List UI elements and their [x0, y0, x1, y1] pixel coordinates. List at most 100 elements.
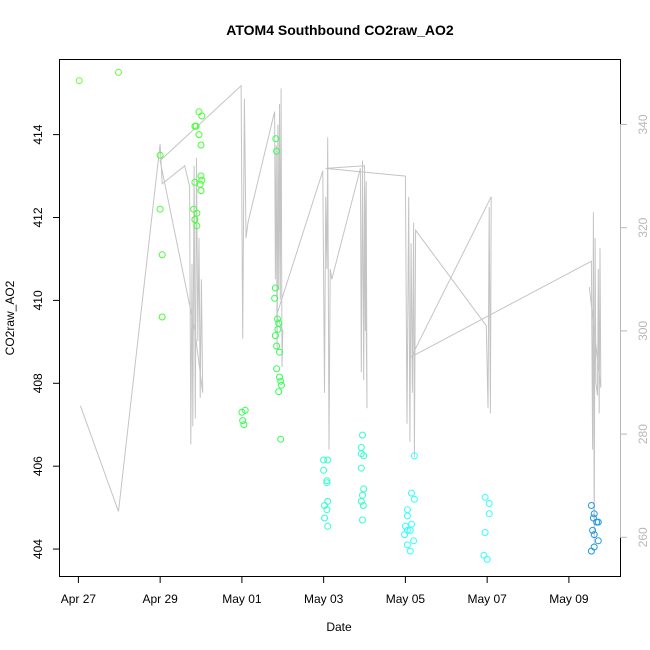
data-point — [274, 315, 281, 323]
data-point — [401, 531, 409, 539]
x-tick-label: Apr 29 — [142, 592, 178, 606]
data-point — [483, 555, 491, 563]
data-point — [481, 493, 489, 501]
scatter-points — [75, 68, 602, 563]
data-point — [406, 547, 414, 555]
data-point — [158, 313, 166, 321]
data-point — [115, 68, 122, 76]
data-point — [321, 514, 328, 522]
data-point — [589, 526, 597, 534]
data-point — [277, 435, 285, 443]
data-point — [158, 251, 166, 259]
y-left-tick-label: 406 — [31, 456, 45, 476]
data-point — [323, 506, 331, 514]
y-left-tick-label: 404 — [31, 539, 45, 559]
data-point — [481, 529, 489, 536]
data-point — [403, 512, 411, 520]
data-point — [587, 502, 595, 509]
data-point — [241, 406, 249, 414]
data-point — [197, 172, 205, 180]
data-point — [594, 518, 602, 526]
data-point — [197, 187, 205, 195]
data-point — [403, 506, 411, 514]
data-point — [271, 332, 279, 340]
data-point — [271, 294, 279, 302]
data-point — [193, 222, 201, 230]
series-line — [79, 84, 602, 546]
x-axis: Apr 27 Apr 29 May 01 May 03 May 05 May 07 May … — [61, 576, 589, 606]
data-point — [360, 452, 368, 460]
data-point — [276, 373, 283, 381]
data-point — [277, 377, 285, 385]
x-tick-label: May 05 — [386, 592, 426, 606]
data-point — [193, 209, 201, 217]
x-tick-label: Apr 27 — [61, 592, 97, 606]
data-point — [357, 444, 365, 451]
data-point — [480, 551, 488, 559]
data-point — [587, 547, 595, 555]
data-point — [401, 522, 409, 530]
data-point — [594, 537, 602, 545]
line-series — [79, 84, 602, 546]
x-tick-label: May 03 — [304, 592, 344, 606]
data-point — [359, 516, 366, 524]
data-point — [359, 431, 366, 439]
data-point — [198, 176, 206, 184]
data-point — [357, 497, 365, 505]
data-point — [320, 456, 328, 464]
data-point — [323, 477, 331, 485]
y-right-tick-label: 280 — [636, 424, 650, 444]
data-point — [198, 112, 206, 120]
y-right-tick-label: 320 — [636, 217, 650, 237]
data-point — [359, 502, 367, 509]
y-right-tick-label: 340 — [636, 114, 650, 134]
data-point — [324, 497, 332, 505]
data-point — [75, 77, 83, 85]
data-point — [410, 495, 418, 503]
x-tick-label: May 07 — [467, 592, 507, 606]
x-axis-label: Date — [326, 620, 352, 634]
data-point — [324, 456, 332, 464]
y-right-tick-label: 260 — [636, 527, 650, 547]
y-left-tick-label: 408 — [31, 373, 45, 393]
data-point — [272, 135, 280, 143]
data-point — [590, 510, 598, 518]
data-point — [485, 500, 493, 507]
data-point — [192, 122, 200, 130]
data-point — [191, 216, 199, 224]
data-point — [278, 381, 285, 389]
data-point — [408, 489, 415, 497]
data-point — [271, 284, 279, 292]
data-point — [590, 531, 598, 539]
data-point — [274, 325, 282, 333]
data-point — [273, 342, 281, 350]
y-axis-left: 404 406 408 410 412 414 — [31, 124, 60, 559]
chart-title: ATOM4 Southbound CO2raw_AO2 — [226, 22, 454, 38]
data-point — [410, 452, 418, 460]
data-point — [273, 365, 281, 373]
y-axis-label: CO2raw_AO2 — [3, 280, 17, 355]
data-point — [275, 388, 283, 396]
data-point — [323, 479, 331, 487]
data-point — [273, 147, 281, 155]
y-right-tick-label: 300 — [636, 321, 650, 341]
data-point — [357, 464, 365, 472]
y-left-tick-label: 410 — [31, 290, 45, 310]
data-point — [195, 108, 203, 116]
data-point — [410, 537, 418, 545]
data-point — [156, 151, 164, 159]
x-tick-label: May 01 — [222, 592, 262, 606]
y-left-tick-label: 412 — [31, 207, 45, 227]
data-point — [408, 520, 415, 528]
data-point — [240, 421, 248, 429]
data-point — [156, 205, 164, 213]
plot-frame — [59, 59, 621, 577]
data-point — [359, 491, 366, 499]
data-point — [197, 141, 205, 149]
data-point — [320, 466, 328, 474]
data-point — [360, 485, 368, 493]
data-point — [324, 522, 332, 530]
y-axis-right: 260 280 300 320 340 — [620, 114, 650, 547]
data-point — [403, 541, 411, 549]
